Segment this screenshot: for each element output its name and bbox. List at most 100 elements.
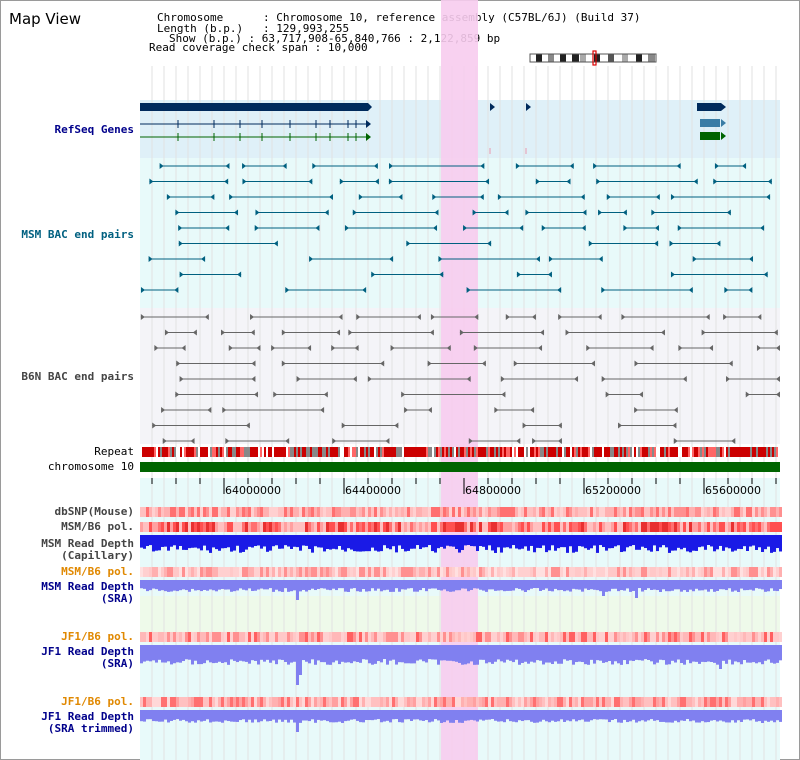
jf1-trimmed-depth-bar	[647, 710, 650, 721]
msm-pol-2-cell	[560, 567, 563, 577]
dbsnp-cell	[506, 507, 509, 517]
msm-pol-2-cell	[569, 567, 572, 577]
repeat-segment	[694, 447, 696, 457]
msm-sra-depth-bar	[155, 580, 158, 590]
msm-capillary-depth-bar	[380, 535, 383, 552]
track-label-msm-bac[interactable]: MSM BAC end pairs	[21, 228, 134, 241]
jf1-trimmed-depth-bar	[224, 710, 227, 721]
jf1-pol-cell	[359, 632, 362, 642]
repeat-segment	[458, 447, 460, 457]
jf1-sra-depth-bar	[458, 645, 461, 663]
track-label-msm-pol-2[interactable]: MSM/B6 pol.	[61, 565, 134, 578]
msm-sra-depth-bar	[530, 580, 533, 589]
msm-pol-2-cell	[581, 567, 584, 577]
dbsnp-cell	[386, 507, 389, 517]
jf1-pol-2-cell	[239, 697, 242, 707]
jf1-pol-cell	[593, 632, 596, 642]
jf1-pol-cell	[761, 632, 764, 642]
msm-pol-2-cell	[191, 567, 194, 577]
repeat-segment	[764, 447, 766, 457]
repeat-segment	[716, 447, 718, 457]
track-label-dbsnp[interactable]: dbSNP(Mouse)	[54, 505, 134, 518]
track-label-msm-pol[interactable]: MSM/B6 pol.	[61, 520, 134, 533]
msm-pol-cell	[482, 522, 485, 532]
track-label-refseq[interactable]: RefSeq Genes	[54, 123, 134, 136]
jf1-sra-depth-bar	[437, 645, 440, 665]
jf1-trimmed-depth-bar	[389, 710, 392, 723]
msm-pol-2-cell	[509, 567, 512, 577]
b6n-bac-pair-end	[446, 345, 451, 351]
msm-pol-2-cell	[683, 567, 686, 577]
jf1-pol-2-cell	[494, 697, 497, 707]
msm-pol-2-cell	[713, 567, 716, 577]
b6n-bac-pair-end	[728, 360, 733, 367]
jf1-trimmed-depth-bar	[401, 710, 404, 723]
repeat-segment	[414, 447, 416, 457]
msm-sra-depth-bar	[689, 580, 692, 590]
repeat-segment	[404, 447, 406, 457]
repeat-segment	[278, 447, 280, 457]
b6n-bac-pair-end	[164, 329, 169, 336]
track-label-b6n-bac[interactable]: B6N BAC end pairs	[21, 370, 134, 383]
jf1-pol-cell	[494, 632, 497, 642]
jf1-sra-depth-bar	[611, 645, 614, 665]
track-label-jf1-depth-trimmed[interactable]: JF1 Read Depth	[41, 710, 134, 723]
jf1-pol-2-cell	[416, 697, 419, 707]
repeat-segment	[382, 447, 384, 457]
jf1-sra-depth-bar	[272, 645, 275, 661]
track-label-msm-depth-sra[interactable]: MSM Read Depth	[41, 580, 134, 593]
track-label-msm-depth-capillary[interactable]: MSM Read Depth	[41, 537, 134, 550]
msm-sra-depth-bar	[422, 580, 425, 589]
dbsnp-cell	[455, 507, 458, 517]
msm-capillary-depth-bar	[689, 535, 692, 553]
track-label-jf1-pol[interactable]: JF1/B6 pol.	[61, 630, 134, 643]
track-label-jf1-pol-2[interactable]: JF1/B6 pol.	[61, 695, 134, 708]
msm-capillary-depth-bar	[410, 535, 413, 549]
msm-pol-cell	[305, 522, 308, 532]
dbsnp-cell	[143, 507, 146, 517]
jf1-pol-2-cell	[230, 697, 233, 707]
msm-capillary-depth-bar	[587, 535, 590, 550]
repeat-segment	[418, 447, 420, 457]
msm-pol-2-cell	[467, 567, 470, 577]
jf1-pol-cell	[740, 632, 743, 642]
msm-sra-depth-bar	[773, 580, 776, 591]
b6n-bac-pair-end	[558, 314, 563, 320]
jf1-pol-2-cell	[350, 697, 353, 707]
msm-bac-pair-end	[557, 287, 562, 293]
jf1-pol-2-cell	[644, 697, 647, 707]
msm-capillary-depth-bar	[167, 535, 170, 551]
repeat-segment	[198, 447, 200, 457]
msm-pol-2-cell	[662, 567, 665, 577]
jf1-pol-cell	[320, 632, 323, 642]
jf1-trimmed-depth-bar	[641, 710, 644, 721]
msm-capillary-depth-bar	[503, 535, 506, 548]
dbsnp-cell	[554, 507, 557, 517]
msm-capillary-depth-bar	[662, 535, 665, 546]
dbsnp-cell	[512, 507, 515, 517]
jf1-trimmed-depth-bar	[494, 710, 497, 721]
b6n-bac-pair-end	[380, 360, 385, 367]
jf1-pol-cell	[383, 632, 386, 642]
msm-capillary-depth-bar	[659, 535, 662, 548]
repeat-segment	[150, 447, 152, 457]
jf1-pol-cell	[188, 632, 191, 642]
dbsnp-cell	[308, 507, 311, 517]
msm-sra-depth-bar	[293, 580, 296, 591]
jf1-trimmed-depth-bar	[335, 710, 338, 723]
msm-pol-2-cell	[368, 567, 371, 577]
dbsnp-cell	[701, 507, 704, 517]
msm-pol-cell	[452, 522, 455, 532]
jf1-pol-2-cell	[419, 697, 422, 707]
track-label-jf1-depth-sra[interactable]: JF1 Read Depth	[41, 645, 134, 658]
dbsnp-cell	[185, 507, 188, 517]
msm-pol-2-cell	[566, 567, 569, 577]
jf1-trimmed-depth-bar	[422, 710, 425, 721]
jf1-pol-cell	[488, 632, 491, 642]
msm-capillary-depth-bar	[713, 535, 716, 552]
dbsnp-cell	[278, 507, 281, 517]
msm-pol-cell	[770, 522, 773, 532]
jf1-trimmed-depth-bar	[305, 710, 308, 721]
msm-pol-cell	[683, 522, 686, 532]
